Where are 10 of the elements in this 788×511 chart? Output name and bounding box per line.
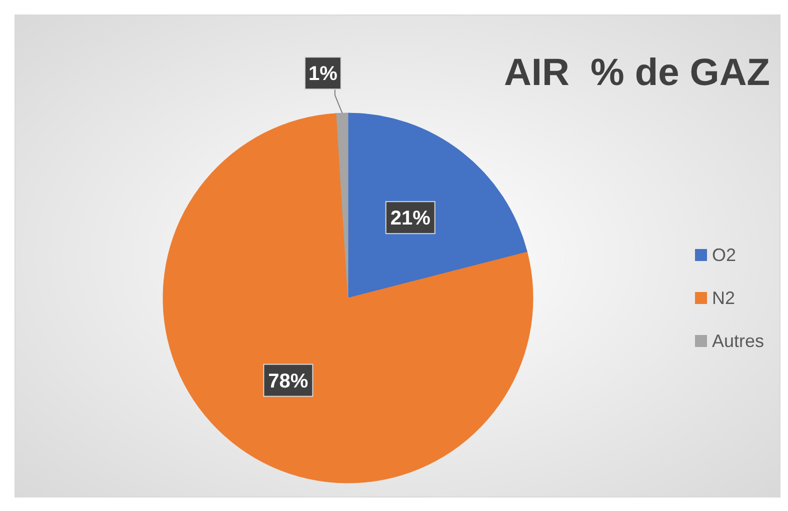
legend-label: N2 (712, 288, 736, 308)
chart-title: AIR % de GAZ (504, 52, 770, 94)
pie-slice (348, 112, 528, 298)
data-label: 21% (390, 208, 431, 230)
legend-label: Autres (712, 331, 764, 351)
data-label: 1% (308, 63, 338, 86)
pie-slice (162, 113, 534, 484)
pie-slice (336, 112, 348, 298)
data-label: 78% (268, 370, 308, 392)
legend-label: O2 (712, 245, 736, 265)
